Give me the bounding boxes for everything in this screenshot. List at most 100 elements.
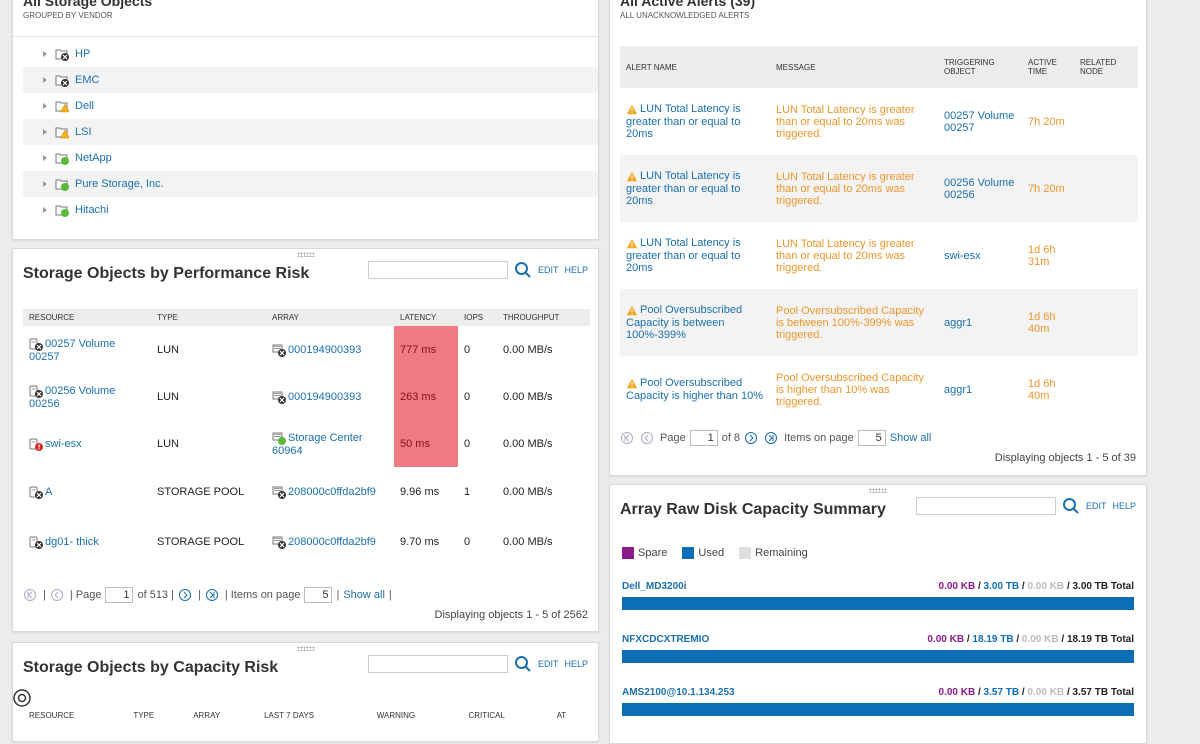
column-header[interactable]: RESOURCE: [23, 309, 151, 326]
capacity-risk-edit-link[interactable]: EDIT: [537, 659, 559, 669]
alert-name-link[interactable]: LUN Total Latency is greater than or equ…: [626, 103, 741, 140]
expand-icon[interactable]: [43, 207, 47, 213]
array-link[interactable]: 208000c0ffda2bf9: [288, 535, 376, 548]
search-icon[interactable]: [514, 655, 532, 673]
show-all-link[interactable]: Show all: [889, 432, 932, 444]
vendor-link[interactable]: LSI: [75, 126, 92, 138]
alert-name-link[interactable]: LUN Total Latency is greater than or equ…: [626, 170, 741, 207]
perf-risk-edit-link[interactable]: EDIT: [537, 265, 559, 275]
array-name-link[interactable]: AMS2100@10.1.134.253: [622, 687, 735, 698]
triggering-object-link[interactable]: aggr1: [944, 316, 973, 329]
resource-link[interactable]: dg01- thick: [45, 535, 99, 548]
drag-handle[interactable]: [296, 252, 315, 257]
vendor-row[interactable]: EMC: [23, 67, 598, 93]
column-header[interactable]: ARRAY: [187, 707, 259, 724]
vendor-link[interactable]: Hitachi: [75, 204, 109, 216]
triggering-object-link[interactable]: aggr1: [944, 383, 973, 396]
expand-icon[interactable]: [43, 103, 47, 109]
alert-name-link[interactable]: Pool Oversubscribed Capacity is between …: [626, 304, 743, 341]
resource-link[interactable]: swi-esx: [45, 437, 82, 450]
show-all-link[interactable]: Show all: [343, 589, 385, 601]
next-page-icon[interactable]: [744, 431, 758, 445]
first-page-icon[interactable]: [620, 431, 634, 445]
next-page-icon[interactable]: [178, 588, 192, 602]
column-header[interactable]: ARRAY: [266, 309, 394, 326]
column-header[interactable]: LAST 7 DAYS: [258, 707, 371, 724]
vendor-link[interactable]: HP: [75, 48, 91, 60]
vendor-row[interactable]: Hitachi: [23, 197, 598, 223]
raw-disk-toolbar: EDIT HELP: [915, 497, 1136, 515]
column-header[interactable]: TYPE: [127, 707, 188, 724]
resource-link[interactable]: 00257 Volume 00257: [29, 337, 116, 363]
vendor-link[interactable]: Pure Storage, Inc.: [75, 178, 164, 190]
column-header[interactable]: RELATED NODE: [1074, 46, 1138, 88]
drag-handle[interactable]: [869, 488, 887, 493]
slash: /: [977, 581, 981, 592]
items-per-page-input[interactable]: 5: [857, 430, 886, 446]
capacity-risk-help-link[interactable]: HELP: [564, 659, 588, 669]
vendor-row[interactable]: LSI: [23, 119, 598, 145]
vendor-row[interactable]: Pure Storage, Inc.: [23, 171, 598, 197]
column-header[interactable]: ALERT NAME: [620, 46, 770, 88]
last-page-icon[interactable]: [205, 588, 219, 602]
triggering-object-link[interactable]: 00256 Volume 00256: [944, 176, 1015, 201]
expand-icon[interactable]: [43, 129, 47, 135]
column-header[interactable]: THROUGHPUT: [497, 309, 590, 326]
column-header[interactable]: ACTIVE TIME: [1022, 46, 1074, 88]
column-header[interactable]: TYPE: [151, 309, 266, 326]
expand-icon[interactable]: [43, 51, 47, 57]
perf-risk-search-input[interactable]: [367, 261, 508, 279]
expand-icon[interactable]: [43, 181, 47, 187]
capacity-risk-search-input[interactable]: [367, 655, 508, 673]
column-header[interactable]: CRITICAL: [462, 707, 551, 724]
array-link[interactable]: 208000c0ffda2bf9: [288, 485, 376, 498]
array-link[interactable]: Storage Center 60964: [272, 431, 363, 457]
pager-items-label: | Items on page: [224, 589, 301, 601]
column-header[interactable]: LATENCY: [394, 309, 458, 326]
raw-disk-help-link[interactable]: HELP: [1112, 501, 1136, 511]
page-number-input[interactable]: 1: [105, 587, 134, 603]
up-status-icon: [55, 205, 69, 217]
prev-page-icon[interactable]: [50, 588, 64, 602]
prev-page-icon[interactable]: [640, 431, 654, 445]
raw-disk-edit-link[interactable]: EDIT: [1085, 501, 1107, 511]
expand-icon[interactable]: [43, 155, 47, 161]
column-header[interactable]: IOPS: [458, 309, 497, 326]
items-per-page-input[interactable]: 5: [304, 587, 333, 603]
perf-risk-help-link[interactable]: HELP: [564, 265, 588, 275]
array-name-link[interactable]: NFXCDCXTREMIO: [622, 634, 710, 645]
vendor-link[interactable]: EMC: [75, 74, 100, 86]
vendor-row[interactable]: HP: [23, 41, 598, 67]
column-header[interactable]: MESSAGE: [770, 46, 938, 88]
column-header[interactable]: RESOURCE: [23, 707, 128, 724]
resource-link[interactable]: A: [45, 485, 53, 498]
resource-link[interactable]: 00256 Volume 00256: [29, 384, 116, 410]
drag-handle[interactable]: [296, 646, 315, 651]
raw-disk-search-input[interactable]: [915, 497, 1056, 515]
search-icon[interactable]: [514, 261, 532, 279]
last-page-icon[interactable]: [764, 431, 778, 445]
vendor-row[interactable]: NetApp: [23, 145, 598, 171]
array-name-link[interactable]: Dell_MD3200i: [622, 581, 687, 592]
triggering-object-link[interactable]: 00257 Volume 00257: [944, 109, 1015, 134]
vendor-row[interactable]: Dell: [23, 93, 598, 119]
column-header[interactable]: AT: [550, 707, 590, 724]
column-header[interactable]: WARNING: [370, 707, 463, 724]
vendor-link[interactable]: Dell: [75, 100, 94, 112]
critical-status-icon: [272, 486, 286, 499]
search-icon[interactable]: [1062, 497, 1080, 515]
array-link[interactable]: 000194900393: [288, 390, 362, 403]
vendor-list: HP EMC Dell LSI NetApp Pure Storage, Inc. Hita…: [23, 41, 598, 223]
alerts-header-row: ALERT NAME MESSAGE TRIGGERING OBJECT ACTIVE…: [620, 46, 1138, 88]
first-page-icon[interactable]: [23, 588, 37, 602]
vendor-link[interactable]: NetApp: [75, 152, 112, 164]
array-link[interactable]: 000194900393: [288, 343, 362, 356]
capacity-risk-toolbar: EDIT HELP: [367, 655, 588, 673]
page-number-input[interactable]: 1: [689, 430, 718, 446]
active-time: 1d 6h 40m: [1028, 377, 1056, 402]
alert-name-link[interactable]: Pool Oversubscribed Capacity is higher t…: [626, 377, 763, 402]
alert-name-link[interactable]: LUN Total Latency is greater than or equ…: [626, 237, 741, 274]
column-header[interactable]: TRIGGERING OBJECT: [938, 46, 1022, 88]
triggering-object-link[interactable]: swi-esx: [944, 249, 981, 262]
expand-icon[interactable]: [43, 77, 47, 83]
